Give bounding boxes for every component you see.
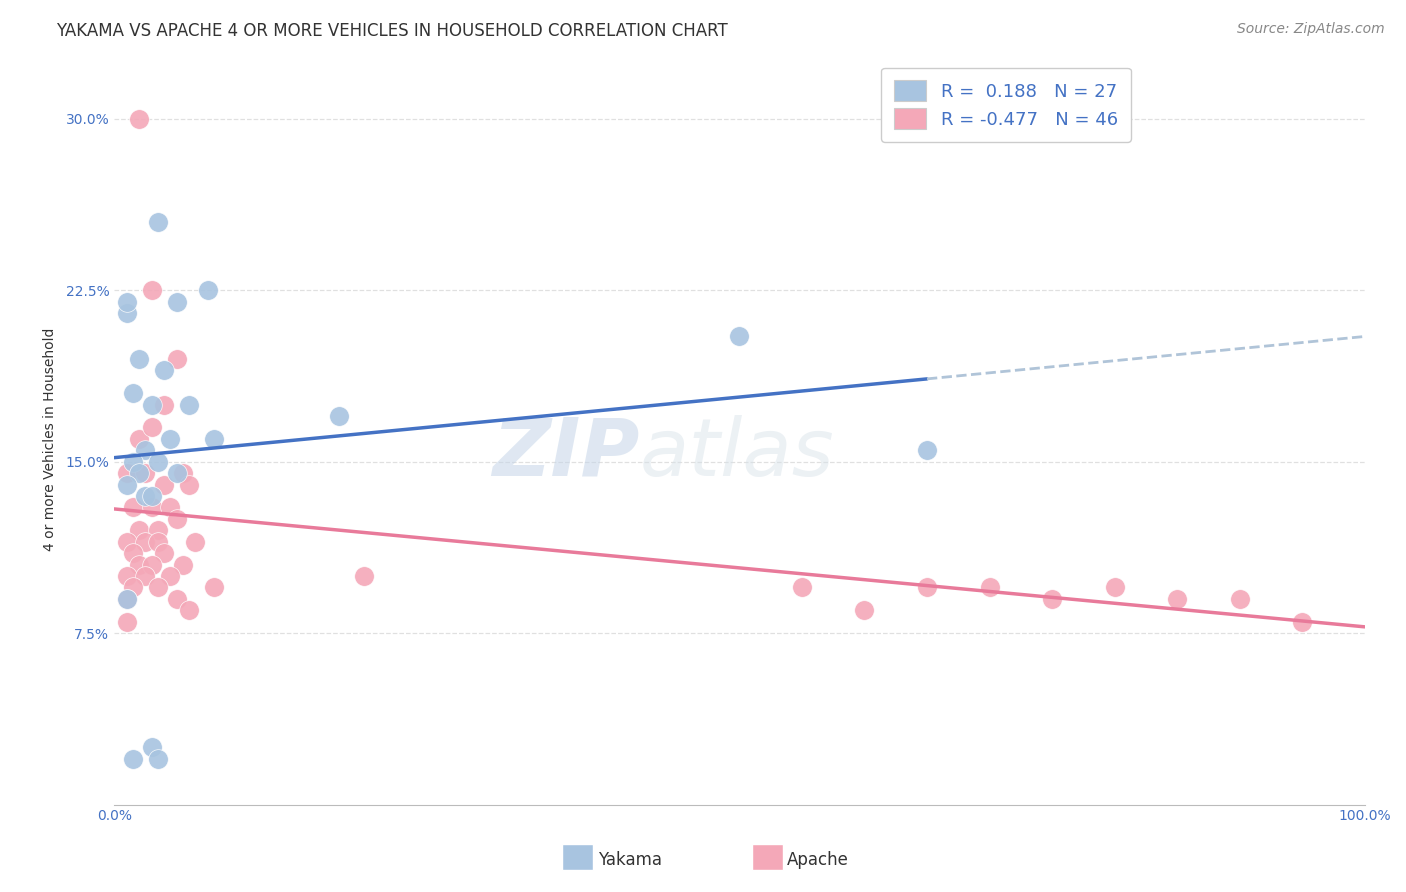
Point (115, 306, 138, 320)
Point (115, 591, 138, 606)
Point (115, 477, 138, 491)
Point (153, 363, 176, 377)
Point (179, 477, 201, 491)
Point (153, 398, 176, 412)
Point (115, 591, 138, 606)
Point (353, 569, 375, 583)
Point (153, 546, 176, 560)
Point (122, 455, 145, 469)
Point (128, 558, 150, 572)
Point (128, 351, 150, 366)
Point (141, 284, 163, 298)
Point (1166, 591, 1188, 606)
Text: YAKAMA VS APACHE 4 OR MORE VEHICLES IN HOUSEHOLD CORRELATION CHART: YAKAMA VS APACHE 4 OR MORE VEHICLES IN H… (56, 22, 728, 40)
Point (128, 524, 150, 538)
Point (172, 558, 194, 572)
Point (853, 603, 876, 617)
Point (134, 443, 156, 458)
Point (184, 534, 207, 549)
Point (1229, 591, 1251, 606)
Point (134, 569, 156, 583)
Point (115, 534, 138, 549)
Point (153, 477, 176, 491)
Point (328, 409, 350, 423)
Point (122, 581, 145, 595)
Text: Yakama: Yakama (598, 851, 662, 869)
Point (146, 581, 169, 595)
Point (128, 112, 150, 126)
Y-axis label: 4 or more Vehicles in Household: 4 or more Vehicles in Household (44, 327, 58, 550)
Legend: R =  0.188   N = 27, R = -0.477   N = 46: R = 0.188 N = 27, R = -0.477 N = 46 (882, 68, 1130, 142)
Point (159, 500, 181, 515)
Point (728, 329, 751, 343)
Point (1040, 591, 1063, 606)
Point (146, 534, 169, 549)
Point (146, 455, 169, 469)
Point (115, 467, 138, 481)
Point (122, 500, 145, 515)
Point (915, 581, 938, 595)
Point (134, 534, 156, 549)
Point (115, 569, 138, 583)
Point (179, 603, 201, 617)
Text: Source: ZipAtlas.com: Source: ZipAtlas.com (1237, 22, 1385, 37)
Point (166, 351, 188, 366)
Point (202, 432, 225, 446)
Text: atlas: atlas (640, 415, 834, 492)
Point (141, 489, 163, 503)
Point (122, 386, 145, 401)
Point (166, 294, 188, 309)
Point (134, 489, 156, 503)
Point (790, 581, 813, 595)
Point (134, 467, 156, 481)
Point (202, 581, 225, 595)
Point (166, 512, 188, 526)
Point (166, 467, 188, 481)
Point (146, 215, 169, 229)
Point (197, 284, 219, 298)
Point (1291, 615, 1313, 629)
Point (141, 420, 163, 434)
Point (159, 432, 181, 446)
Point (141, 500, 163, 515)
Point (115, 294, 138, 309)
Point (128, 467, 150, 481)
Point (159, 569, 181, 583)
Point (146, 752, 169, 766)
Point (122, 752, 145, 766)
Point (115, 615, 138, 629)
Point (141, 740, 163, 755)
Point (146, 524, 169, 538)
Point (166, 591, 188, 606)
Point (172, 467, 194, 481)
Point (128, 432, 150, 446)
Point (979, 581, 1001, 595)
Text: ZIP: ZIP (492, 415, 640, 492)
Point (122, 546, 145, 560)
Point (141, 558, 163, 572)
Point (179, 398, 201, 412)
Point (141, 398, 163, 412)
Point (1104, 581, 1126, 595)
Point (915, 443, 938, 458)
Text: Apache: Apache (787, 851, 849, 869)
